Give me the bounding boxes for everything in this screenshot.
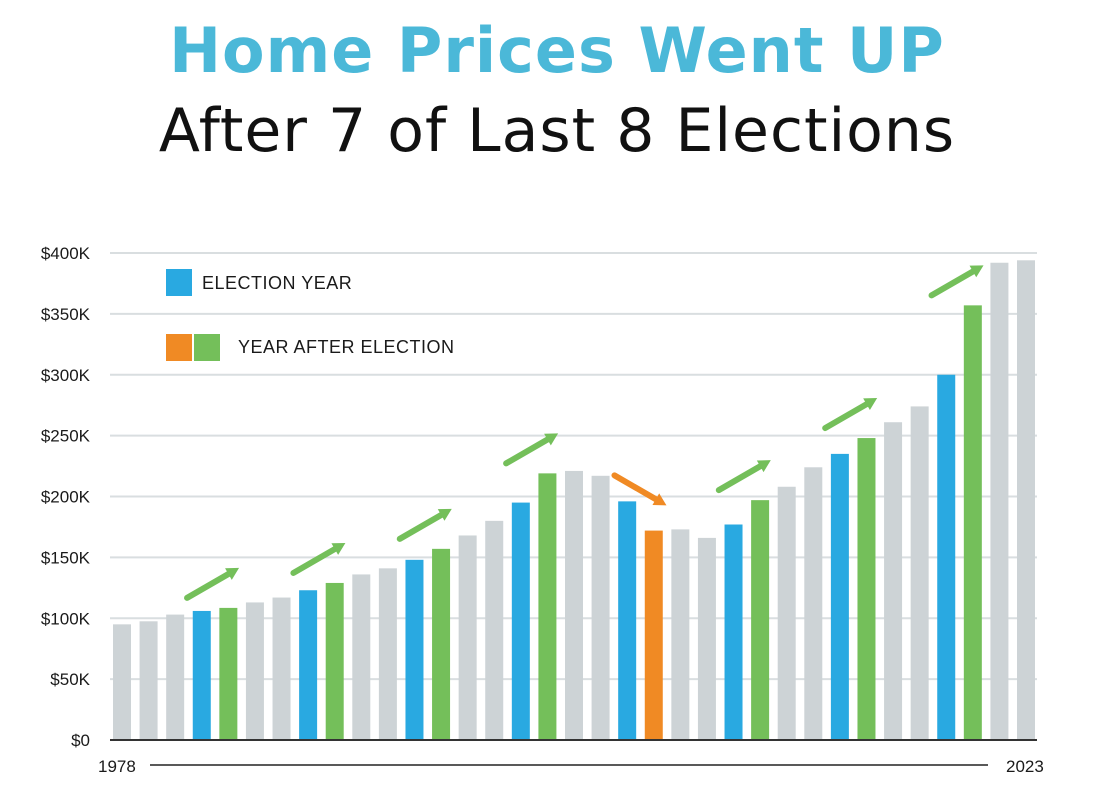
bar — [272, 597, 291, 740]
bar — [777, 486, 796, 740]
bar — [458, 535, 477, 740]
arrow-up — [503, 433, 559, 467]
bar — [511, 502, 530, 740]
bar — [751, 500, 770, 740]
bar — [963, 305, 982, 740]
y-tick-label: $400K — [41, 244, 91, 263]
y-tick-label: $200K — [41, 488, 91, 507]
bar — [405, 559, 424, 740]
y-tick-label: $100K — [41, 609, 91, 628]
arrow-up — [184, 567, 240, 601]
title-line1: Home Prices Went UP — [169, 14, 945, 87]
bar — [724, 524, 743, 740]
legend-swatch-election — [166, 269, 192, 296]
bar — [591, 475, 610, 740]
x-axis-range: 1978 2023 — [98, 757, 1044, 776]
bar — [325, 582, 344, 740]
bar — [671, 529, 690, 740]
y-tick-label: $150K — [41, 548, 91, 567]
trend-arrows — [184, 265, 984, 601]
arrow-up — [715, 460, 771, 494]
y-tick-label: $350K — [41, 305, 91, 324]
bar — [139, 621, 158, 740]
bar — [937, 374, 956, 740]
arrow-up — [822, 398, 878, 432]
bar — [884, 422, 903, 740]
y-tick-label: $300K — [41, 366, 91, 385]
bar — [352, 574, 371, 740]
arrow-up — [928, 265, 984, 299]
legend-swatch-after-down — [166, 334, 192, 361]
bar — [857, 438, 876, 740]
y-tick-label: $50K — [50, 670, 90, 689]
arrow-up — [396, 508, 452, 542]
x-start-label: 1978 — [98, 757, 136, 776]
bar — [618, 501, 637, 740]
bar — [219, 607, 238, 740]
bar — [830, 453, 849, 740]
bar — [697, 537, 716, 740]
bars — [113, 260, 1035, 740]
bar — [432, 548, 451, 740]
arrow-down — [611, 472, 667, 506]
legend-label-election: ELECTION YEAR — [202, 273, 352, 293]
bar — [644, 530, 663, 740]
bar — [113, 624, 131, 740]
bar — [1017, 260, 1035, 740]
bar — [299, 590, 318, 740]
y-axis-labels: $0 $50K $100K $150K $200K $250K $300K $350K $400… — [41, 244, 91, 750]
y-tick-label: $0 — [71, 731, 90, 750]
bar — [192, 610, 211, 740]
x-end-label: 2023 — [1006, 757, 1044, 776]
bar — [804, 467, 823, 740]
bar — [910, 406, 929, 740]
bar — [485, 520, 504, 740]
arrow-up — [290, 542, 346, 576]
bar — [990, 262, 1009, 740]
legend-label-year-after: YEAR AFTER ELECTION — [238, 337, 455, 357]
y-tick-label: $250K — [41, 427, 91, 446]
title-line2: After 7 of Last 8 Elections — [158, 96, 956, 166]
legend-swatch-after-up — [194, 334, 220, 361]
bar — [378, 568, 397, 740]
bar — [245, 602, 264, 740]
bar — [166, 614, 185, 740]
bar — [565, 470, 583, 740]
legend: ELECTION YEAR YEAR AFTER ELECTION — [166, 269, 455, 361]
bar — [538, 473, 557, 740]
